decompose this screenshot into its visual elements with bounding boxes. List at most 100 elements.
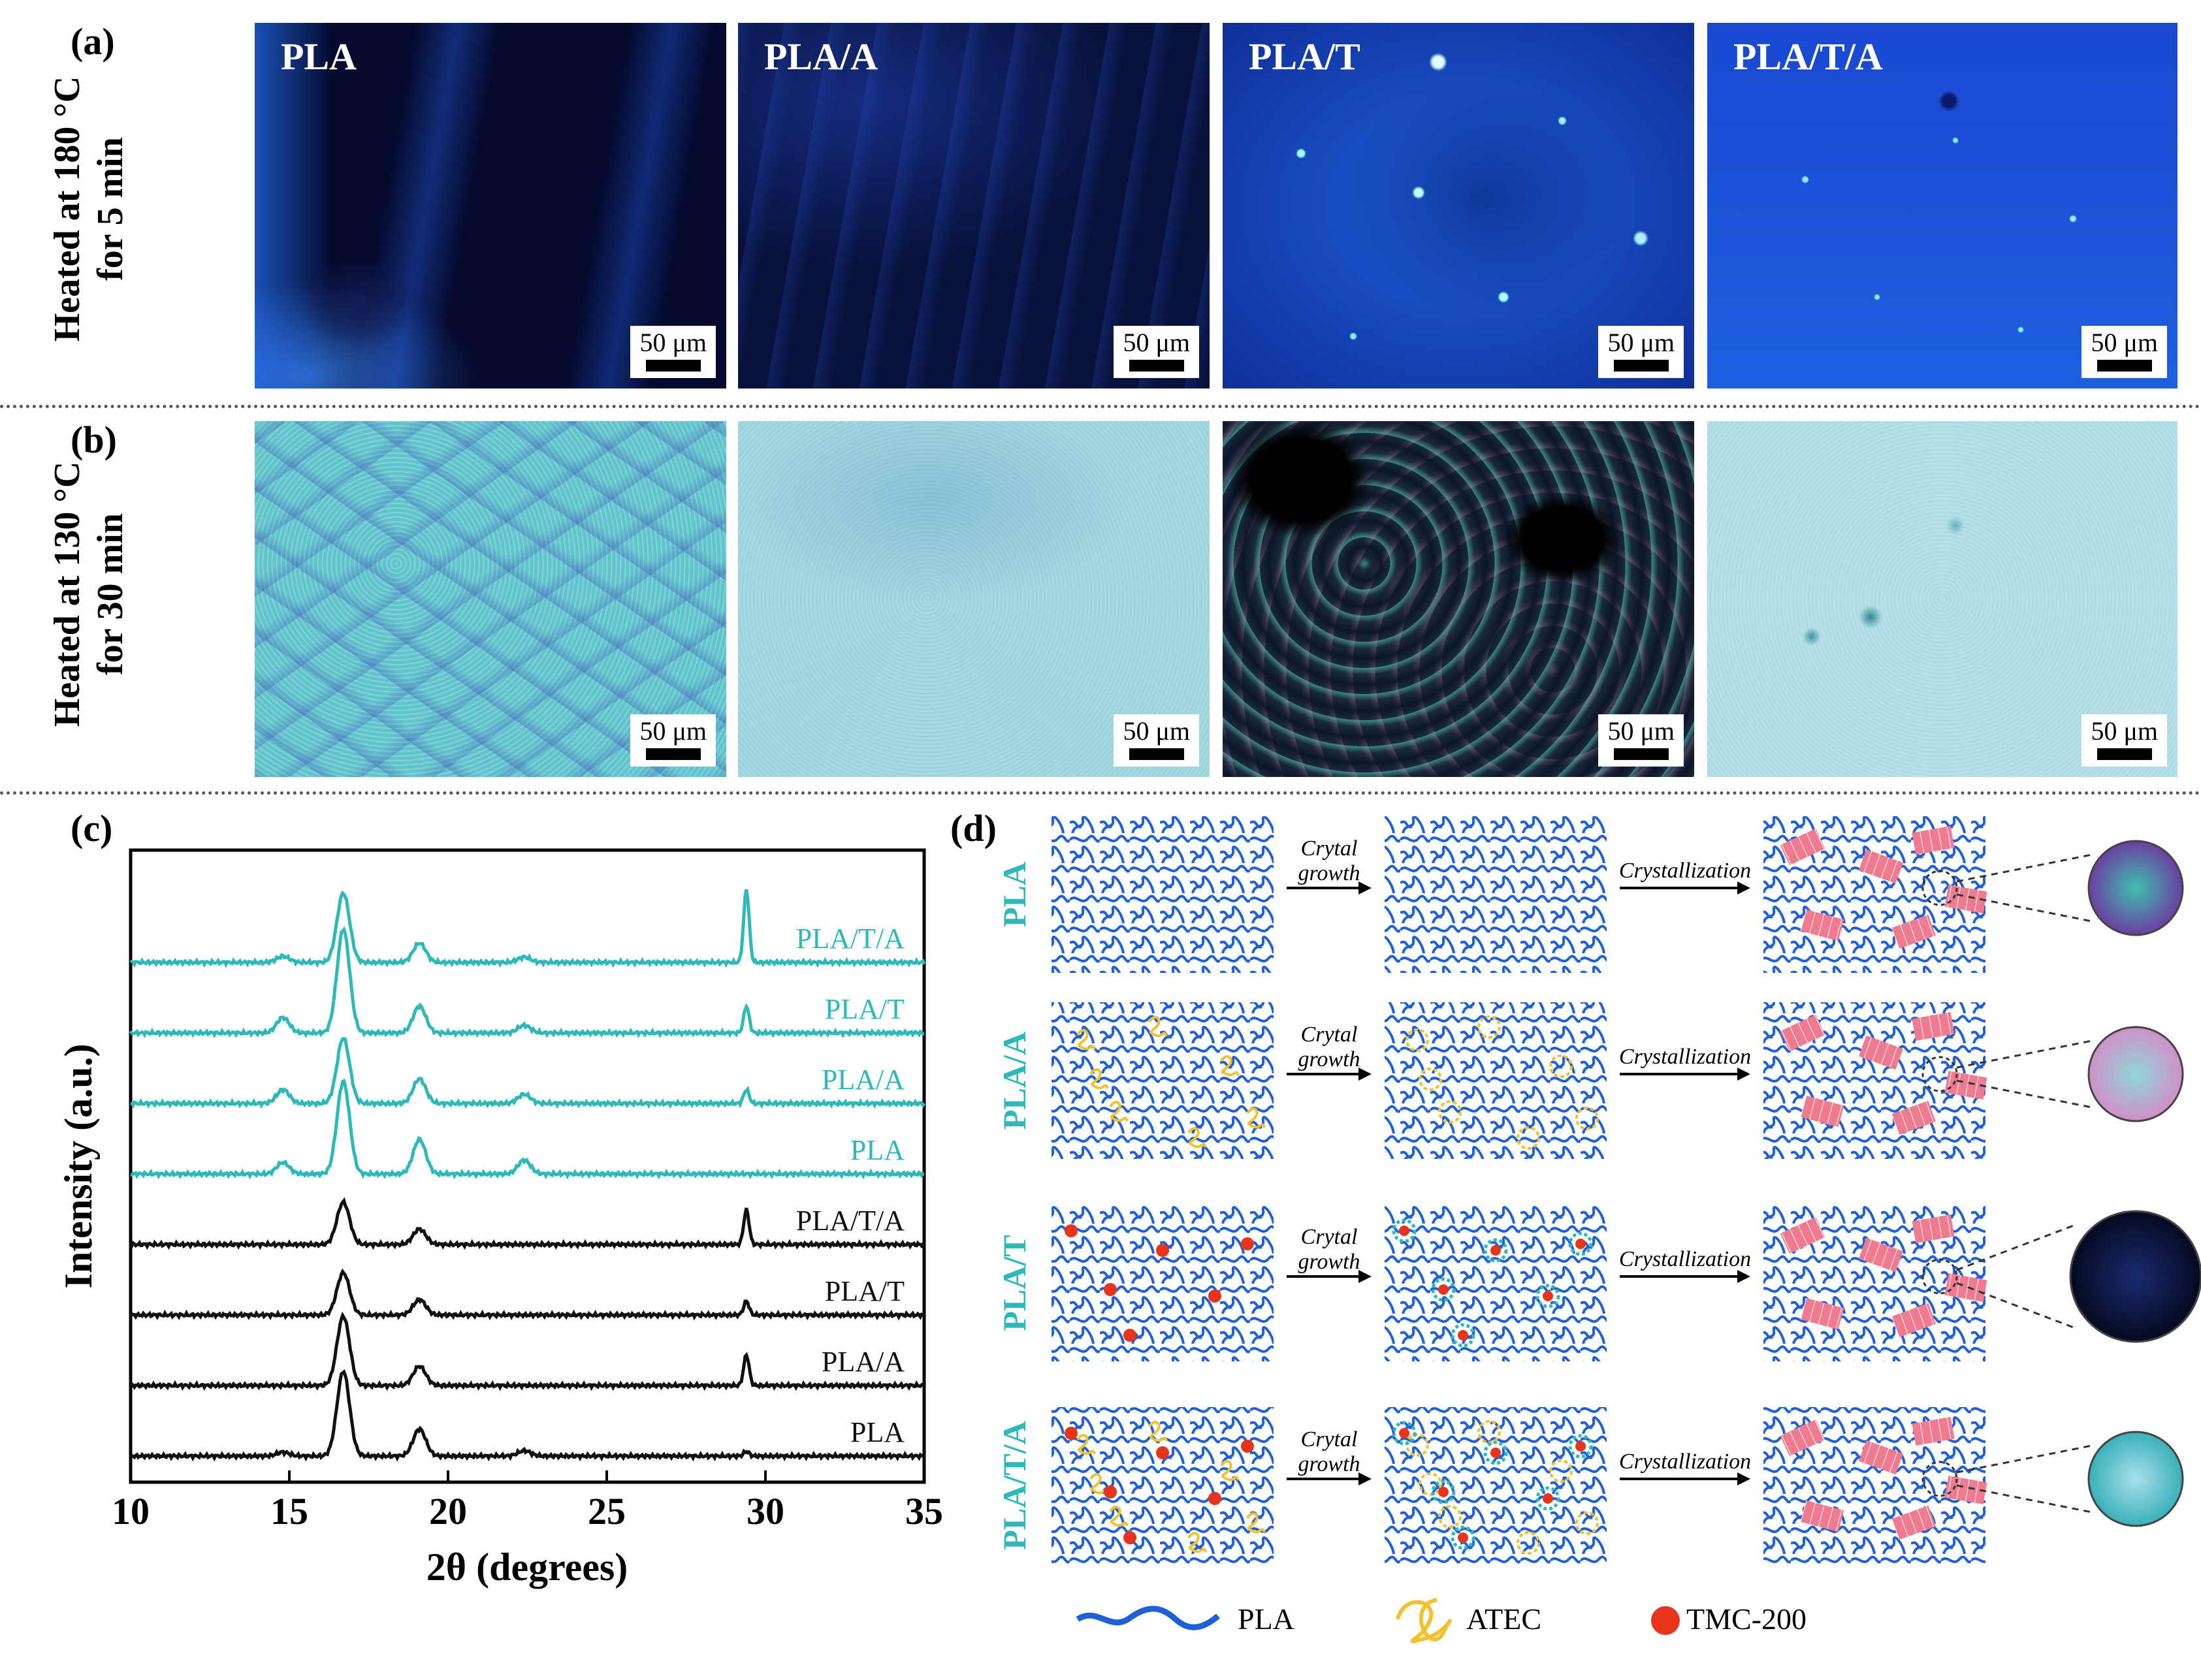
nucleation-site [1535, 1486, 1560, 1511]
tmc-particle [1241, 1237, 1254, 1250]
step-label: growth [1298, 1047, 1360, 1071]
step-label: Crystallization [1619, 1247, 1751, 1271]
series-label: PLA/T/A [796, 923, 905, 955]
step-label: Crystallization [1619, 1450, 1751, 1474]
xrd-curve-teal-pla [130, 1078, 925, 1180]
xrd-curve-black-pla [129, 1369, 925, 1462]
tmc-particle [1123, 1329, 1136, 1342]
step-label: growth [1298, 1250, 1360, 1274]
atec-nucleus [1575, 1107, 1599, 1130]
x-tick-label: 25 [588, 1490, 626, 1532]
panel-a-row-line2: for 5 min [90, 137, 131, 281]
chain-box [1052, 816, 1274, 973]
step-label: growth [1298, 1452, 1360, 1476]
atec-molecule [1076, 1029, 1096, 1051]
tmc-particle [1065, 1224, 1078, 1237]
panel-b-label: (b) [71, 419, 117, 461]
zoom-line [1956, 853, 2096, 883]
tmc-particle [1438, 1487, 1449, 1497]
zoom-source [1921, 1056, 1958, 1092]
chain-box [1052, 1002, 1274, 1159]
panel-b-row-line1: Heated at 130 °C [47, 461, 88, 727]
micrograph-title: PLA [281, 35, 357, 78]
xrd-curve-black-pla-a [129, 1311, 926, 1391]
arrow-head [1737, 881, 1750, 895]
step-label: Crytal [1301, 1427, 1358, 1451]
step-label: Crystallization [1619, 1045, 1751, 1069]
zoom-line [1956, 1282, 2078, 1330]
chain-box [1385, 816, 1607, 973]
crystal-lamella [1800, 1297, 1844, 1330]
panel-c-label: (c) [71, 807, 113, 849]
atec-nucleus [1549, 1459, 1573, 1483]
scale-bar: 50 μm [630, 326, 716, 378]
micrograph-a-pla-a: PLA/A 50 μm [738, 23, 1210, 388]
micrograph-title: PLA/T/A [1733, 35, 1883, 78]
tmc-particle [1438, 1284, 1449, 1295]
nucleation-site [1431, 1480, 1456, 1504]
x-tick-label: 35 [905, 1490, 943, 1532]
step-label: Crytal [1301, 836, 1358, 861]
micrograph-a-pla-t-a: PLA/T/A 50 μm [1707, 23, 2177, 388]
row-label: PLA [996, 862, 1033, 927]
micrograph-b-pla-t: 50 μm [1223, 421, 1694, 777]
nucleation-site [1451, 1323, 1475, 1348]
crystal-lamella [1944, 1273, 1987, 1302]
atec-molecule [1148, 1016, 1168, 1038]
tmc-particle [1575, 1441, 1586, 1451]
atec-molecule [1246, 1512, 1266, 1534]
scale-bar: 50 μm [1598, 326, 1684, 378]
nucleation-site [1451, 1525, 1475, 1550]
row-label: PLA/T/A [996, 1421, 1033, 1549]
plot-frame [129, 848, 926, 1484]
scale-bar: 50 μm [1598, 714, 1684, 767]
atec-molecule [1246, 1107, 1266, 1129]
series-label: PLA [850, 1416, 905, 1448]
step-label: Crytal [1301, 1225, 1358, 1249]
x-axis-label: 2θ (degrees) [426, 1545, 628, 1589]
x-tick-label: 20 [429, 1490, 467, 1532]
crystal-lamella [1858, 1440, 1904, 1475]
legend-pla-label: PLA [1238, 1602, 1294, 1636]
xrd-curve-black-pla-t [129, 1268, 925, 1321]
separator-line [0, 405, 2201, 408]
tmc-particle [1458, 1330, 1468, 1340]
arrow-head [1737, 1270, 1750, 1283]
legend-tmc-dot [1651, 1606, 1680, 1635]
crystal-lamella [1891, 1505, 1936, 1540]
panel-a-label: (a) [71, 20, 115, 63]
atec-nucleus [1438, 1505, 1462, 1529]
atec-molecule [1089, 1473, 1109, 1495]
xrd-chart: PLA/T/A PLA/T PLA/A PLA PLA/T/A PLA/T PLA/A PLA… [59, 848, 943, 1589]
atec-molecule [1109, 1506, 1129, 1527]
zoom-line [1956, 1444, 2096, 1474]
crystal-lamella [1780, 828, 1825, 866]
step-label: Crytal [1301, 1022, 1358, 1047]
atec-molecule [1220, 1460, 1240, 1482]
panel-a-row-label: Heated at 180 °C for 5 min [46, 59, 137, 359]
micrograph-b-pla-t-a: 50 μm [1707, 421, 2177, 777]
crystal-lamella [1858, 1237, 1904, 1273]
panel-b-row-line2: for 30 min [90, 513, 131, 675]
xrd-curve-teal-pla-a [130, 1037, 926, 1109]
atec-nucleus [1438, 1100, 1462, 1124]
nucleation-site [1568, 1434, 1593, 1459]
nucleation-site [1483, 1440, 1508, 1465]
arrow-head [1358, 1270, 1372, 1283]
tmc-particle [1399, 1428, 1409, 1438]
atec-nucleus [1419, 1472, 1442, 1496]
atec-nucleus [1477, 1015, 1501, 1039]
nucleation-site [1568, 1231, 1593, 1256]
spherulite-zoom [2087, 1431, 2184, 1527]
atec-nucleus [1477, 1420, 1501, 1444]
crystal-lamella [1780, 1014, 1825, 1052]
tmc-particle [1104, 1283, 1117, 1296]
crystal-lamella [1891, 1303, 1936, 1338]
series-label: PLA/T [825, 993, 905, 1025]
atec-nucleus [1406, 1433, 1429, 1457]
series-label: PLA/A [822, 1064, 905, 1096]
series-label: PLA/A [822, 1346, 905, 1378]
x-tick-label: 30 [747, 1490, 784, 1532]
scale-bar: 50 μm [2081, 326, 2167, 378]
x-tick-label: 15 [270, 1490, 308, 1532]
